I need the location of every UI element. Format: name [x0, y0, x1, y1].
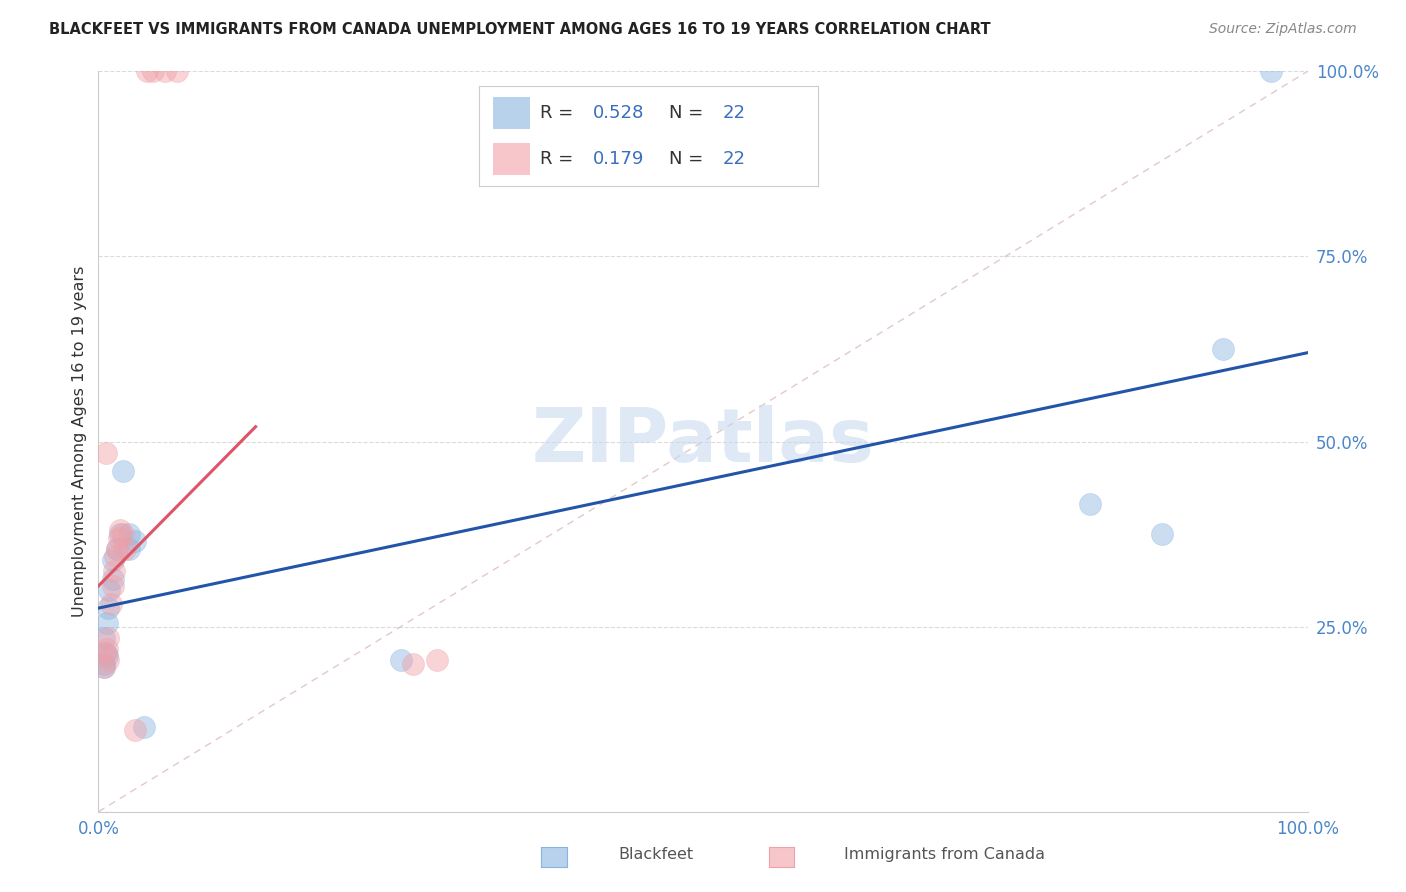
Text: Blackfeet: Blackfeet	[619, 847, 693, 862]
Point	[389, 653, 412, 667]
Point	[100, 598, 122, 612]
Point	[103, 564, 125, 578]
Point	[124, 534, 146, 549]
Point	[96, 641, 118, 656]
Point	[97, 601, 120, 615]
Point	[134, 720, 156, 734]
Point	[108, 531, 131, 545]
Point	[142, 64, 165, 78]
Point	[93, 660, 115, 674]
Point	[104, 549, 127, 564]
Point	[97, 653, 120, 667]
Point	[101, 579, 124, 593]
Point	[426, 653, 449, 667]
Point	[93, 657, 115, 671]
Point	[402, 657, 425, 671]
Text: Source: ZipAtlas.com: Source: ZipAtlas.com	[1209, 22, 1357, 37]
Point	[1078, 498, 1101, 512]
Point	[166, 64, 188, 78]
Point	[111, 464, 134, 478]
Point	[105, 541, 128, 556]
Point	[118, 527, 141, 541]
Point	[118, 541, 141, 556]
Point	[97, 631, 120, 645]
Point	[101, 553, 124, 567]
Point	[1260, 64, 1282, 78]
Point	[101, 572, 124, 586]
Point	[1212, 342, 1234, 356]
Point	[96, 649, 118, 664]
Y-axis label: Unemployment Among Ages 16 to 19 years: Unemployment Among Ages 16 to 19 years	[72, 266, 87, 617]
Point	[108, 527, 131, 541]
Text: ZIPatlas: ZIPatlas	[531, 405, 875, 478]
Point	[135, 64, 157, 78]
Point	[1152, 527, 1174, 541]
Point	[93, 660, 115, 674]
Text: Immigrants from Canada: Immigrants from Canada	[844, 847, 1045, 862]
Text: BLACKFEET VS IMMIGRANTS FROM CANADA UNEMPLOYMENT AMONG AGES 16 TO 19 YEARS CORRE: BLACKFEET VS IMMIGRANTS FROM CANADA UNEM…	[49, 22, 991, 37]
Point	[153, 64, 176, 78]
Point	[124, 723, 146, 738]
Point	[111, 527, 134, 541]
Point	[96, 615, 118, 630]
Point	[105, 541, 128, 556]
Point	[108, 524, 131, 538]
Point	[94, 646, 117, 660]
Point	[98, 582, 121, 597]
Point	[93, 646, 115, 660]
Point	[114, 541, 136, 556]
Point	[94, 445, 117, 459]
Point	[93, 631, 115, 645]
